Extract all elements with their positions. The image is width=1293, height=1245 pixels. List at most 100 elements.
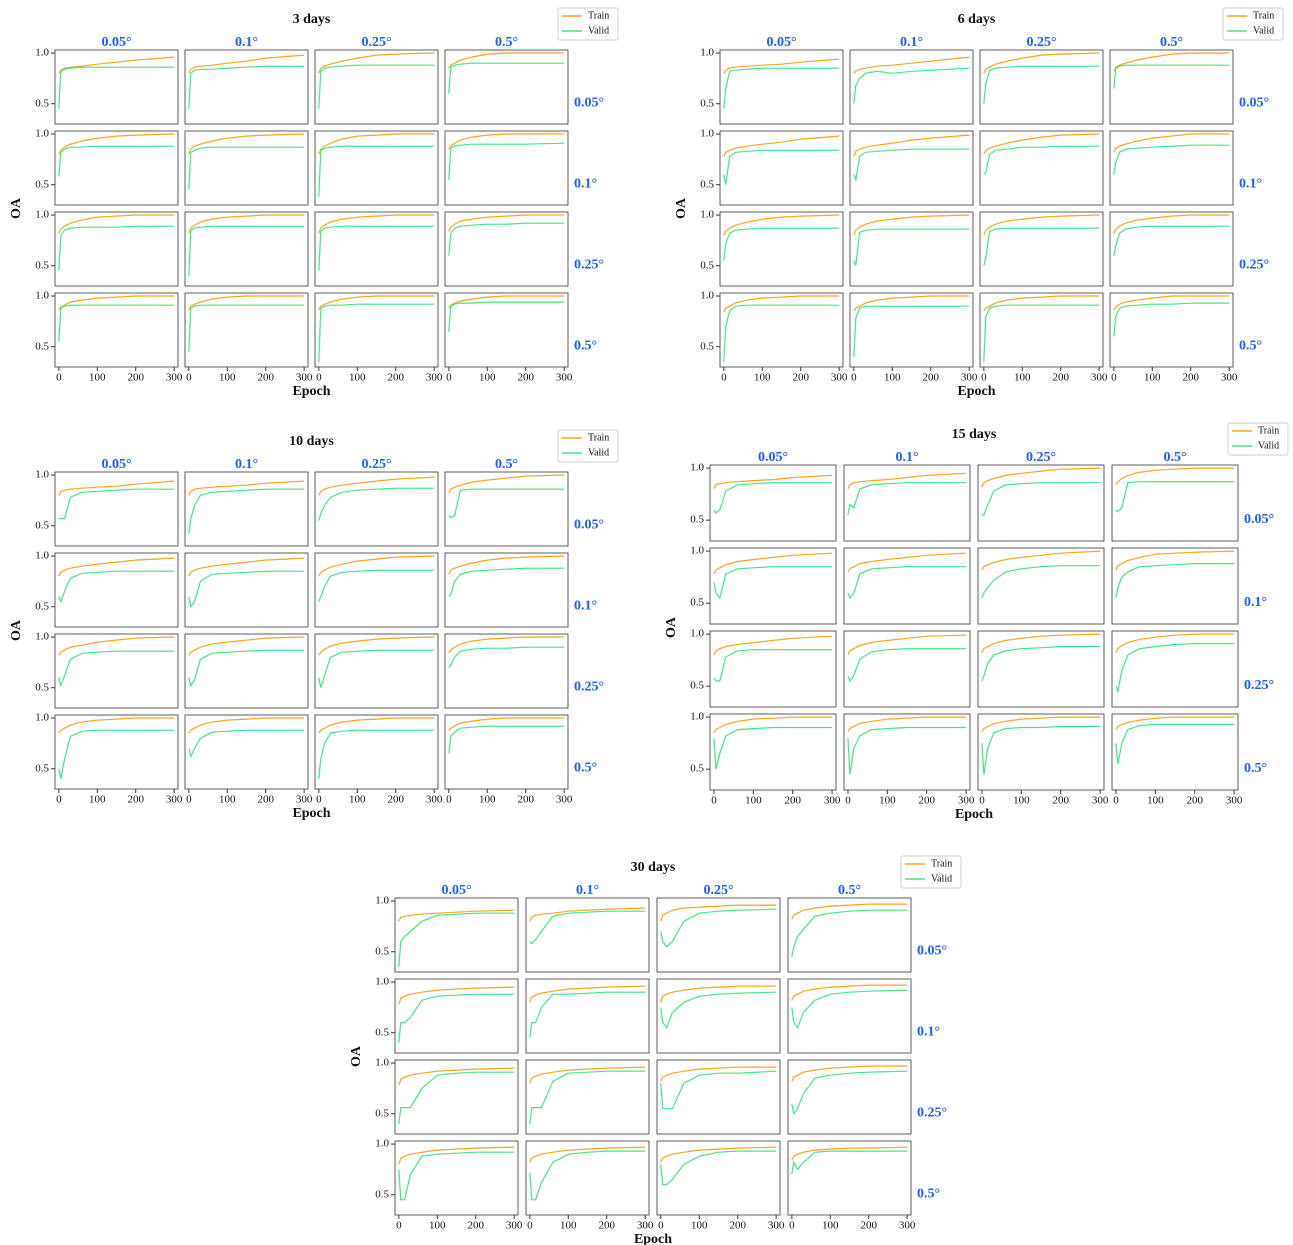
y-tick-label: 1.0	[700, 47, 714, 59]
y-tick-label: 1.0	[35, 47, 49, 59]
valid-line	[723, 67, 840, 109]
x-tick-label: 300	[637, 1220, 654, 1232]
train-line	[188, 717, 305, 734]
valid-line	[58, 729, 175, 780]
x-tick-label: 300	[958, 795, 975, 807]
row-label: 0.1°	[917, 1024, 940, 1039]
x-tick-label: 100	[884, 372, 901, 384]
x-tick-label: 300	[1091, 372, 1108, 384]
valid-line	[981, 482, 1101, 516]
train-line	[791, 903, 908, 920]
train-line	[723, 214, 840, 236]
y-tick-label: 1.0	[35, 550, 49, 562]
valid-line	[983, 227, 1100, 266]
x-tick-label: 200	[517, 372, 534, 384]
valid-line	[660, 908, 777, 948]
valid-line	[318, 64, 435, 109]
panel-frame	[184, 211, 309, 287]
y-tick-label: 0.5	[35, 178, 49, 190]
valid-line	[713, 482, 833, 514]
legend-label: Valid	[588, 25, 609, 36]
chart-title: 3 days	[293, 12, 331, 27]
x-tick-label: 0	[721, 372, 727, 384]
y-tick-label: 0.5	[690, 514, 704, 526]
y-tick-label: 1.0	[375, 1138, 389, 1150]
panel-frame	[849, 49, 974, 125]
train-line	[188, 480, 305, 496]
row-label: 0.5°	[574, 338, 597, 353]
y-tick-label: 0.5	[375, 1107, 389, 1119]
row-label: 0.05°	[574, 517, 604, 532]
legend-label: Train	[1258, 425, 1279, 436]
x-tick-label: 300	[166, 372, 183, 384]
train-line	[660, 904, 777, 922]
valid-line	[318, 569, 435, 602]
panel-frame	[54, 49, 179, 125]
panel-frame	[184, 471, 309, 547]
x-tick-label: 100	[349, 372, 366, 384]
train-line	[58, 133, 175, 155]
y-tick-label: 1.0	[35, 128, 49, 140]
valid-line	[529, 1150, 646, 1201]
x-tick-label: 300	[1092, 795, 1109, 807]
x-tick-label: 100	[691, 1220, 708, 1232]
panel-frame	[314, 49, 439, 125]
panel-frame	[843, 630, 971, 708]
valid-line	[791, 989, 908, 1029]
legend-label: Train	[931, 858, 952, 869]
valid-line	[529, 1070, 646, 1124]
train-line	[188, 636, 305, 656]
y-tick-label: 0.5	[35, 519, 49, 531]
valid-line	[1115, 642, 1235, 694]
y-tick-label: 1.0	[35, 469, 49, 481]
row-label: 0.1°	[574, 598, 597, 613]
train-line	[853, 134, 970, 157]
valid-line	[1113, 225, 1230, 256]
valid-line	[983, 304, 1100, 362]
y-axis-label: OA	[9, 619, 24, 641]
train-line	[713, 716, 833, 734]
x-tick-label: 100	[879, 795, 896, 807]
valid-line	[188, 649, 305, 688]
y-tick-label: 0.5	[35, 762, 49, 774]
y-tick-label: 1.0	[690, 462, 704, 474]
x-tick-label: 300	[824, 795, 841, 807]
valid-line	[318, 487, 435, 521]
x-tick-label: 200	[467, 1220, 484, 1232]
x-tick-label: 200	[517, 794, 534, 806]
valid-line	[188, 304, 305, 352]
y-tick-label: 1.0	[690, 545, 704, 557]
x-tick-label: 300	[831, 372, 848, 384]
panel-frame	[709, 713, 837, 791]
train-line	[1115, 633, 1235, 654]
x-tick-label: 0	[845, 795, 851, 807]
train-line	[847, 552, 967, 573]
train-line	[853, 295, 970, 312]
x-tick-label: 0	[316, 794, 322, 806]
train-line	[448, 717, 565, 731]
x-tick-label: 100	[1014, 372, 1031, 384]
panel-frame	[843, 547, 971, 625]
valid-line	[398, 1151, 515, 1201]
train-line	[188, 295, 305, 311]
x-tick-label: 200	[860, 1220, 877, 1232]
panel-frame	[54, 552, 179, 628]
train-line	[58, 295, 175, 311]
x-tick-label: 100	[89, 372, 106, 384]
train-line	[318, 476, 435, 496]
panel-frame	[525, 1140, 650, 1216]
panel-frame	[1109, 211, 1234, 287]
panel-frame	[184, 552, 309, 628]
train-line	[1113, 133, 1230, 153]
valid-line	[398, 1071, 515, 1124]
valid-line	[58, 145, 175, 177]
panel-frame	[54, 130, 179, 206]
column-label: 0.5°	[495, 35, 518, 50]
panel-frame	[54, 211, 179, 287]
y-tick-label: 0.5	[690, 597, 704, 609]
y-tick-label: 0.5	[690, 763, 704, 775]
x-tick-label: 200	[1052, 795, 1069, 807]
panel-frame	[1109, 49, 1234, 125]
x-axis-label: Epoch	[957, 384, 995, 399]
panel-frame	[1109, 292, 1234, 368]
